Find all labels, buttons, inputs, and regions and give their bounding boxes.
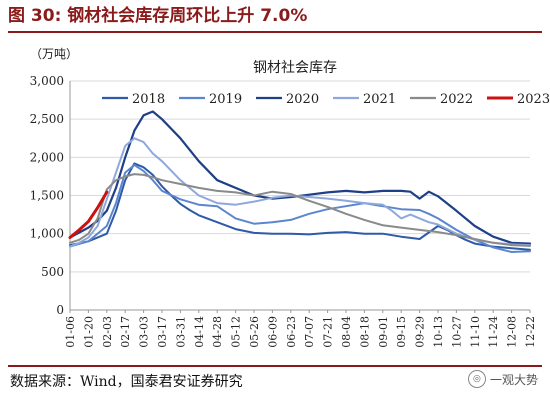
legend-label-2018: 2018 xyxy=(132,92,165,107)
y-tick-label: 3,000 xyxy=(30,74,64,88)
source-note: 数据来源：Wind，国泰君安证券研究 xyxy=(10,374,243,390)
series-line-2018 xyxy=(69,162,531,251)
y-tick-label: 1,000 xyxy=(30,227,64,241)
series-line-2023 xyxy=(68,190,109,239)
y-tick-label: 2,000 xyxy=(30,150,64,164)
legend-label-2021: 2021 xyxy=(363,92,396,107)
x-tick-label: 08-18 xyxy=(358,316,371,348)
x-tick-label: 03-17 xyxy=(156,316,169,348)
x-tick-label: 01-06 xyxy=(64,316,77,348)
chart-title: 钢材社会库存 xyxy=(253,60,337,76)
series-line-2022 xyxy=(69,173,531,247)
x-tick-label: 08-04 xyxy=(340,316,353,348)
wechat-icon: ◎ xyxy=(467,370,486,388)
legend: 2018 2019 2020 2021 2022 2023 xyxy=(102,92,550,107)
legend-label-2019: 2019 xyxy=(209,92,242,107)
x-tick-label: 12-22 xyxy=(524,316,537,348)
title-rule xyxy=(8,31,542,33)
x-tick-label: 09-01 xyxy=(377,316,390,348)
figure-title: 图 30: 钢材社会库存周环比上升 7.0% xyxy=(8,6,308,26)
series-layer xyxy=(68,110,532,253)
y-tick-label: 500 xyxy=(41,265,64,279)
legend-label-2020: 2020 xyxy=(286,92,319,107)
x-tick-label: 05-26 xyxy=(248,316,261,348)
series-line-2021 xyxy=(69,137,531,248)
x-tick-label: 02-03 xyxy=(101,316,114,348)
x-tick-label: 06-23 xyxy=(285,316,298,348)
x-tick-label: 02-17 xyxy=(119,316,132,348)
legend-label-2023: 2023 xyxy=(517,92,550,107)
bottom-rule xyxy=(8,365,542,367)
series-line-2019 xyxy=(69,164,531,253)
y-tick-label: 1,500 xyxy=(30,189,64,203)
x-tick-label: 11-24 xyxy=(487,316,500,348)
x-tick-label: 10-13 xyxy=(432,316,445,348)
y-tick-label: 0 xyxy=(56,303,64,317)
x-tick-label: 03-03 xyxy=(138,316,151,348)
x-tick-label: 10-27 xyxy=(450,316,463,348)
x-tick-label: 03-31 xyxy=(174,316,187,348)
x-tick-label: 09-15 xyxy=(395,316,408,348)
x-tick-label: 09-29 xyxy=(414,316,427,348)
axis-layer: 0 500 1,000 1,500 2,000 2,500 3,000 01-06 01-20 0… xyxy=(30,74,537,348)
x-tick-label: 01-20 xyxy=(82,316,95,348)
x-tick-label: 07-07 xyxy=(303,316,316,348)
legend-label-2022: 2022 xyxy=(440,92,473,107)
x-tick-label: 12-08 xyxy=(506,316,519,348)
series-line-2020 xyxy=(68,110,532,245)
chart: 0 500 1,000 1,500 2,000 2,500 3,000 01-06 01-20 0… xyxy=(30,47,550,348)
y-tick-label: 2,500 xyxy=(30,112,64,126)
x-tick-label: 04-28 xyxy=(211,316,224,348)
x-tick-label: 11-10 xyxy=(469,316,482,348)
x-tick-label: 05-12 xyxy=(230,316,243,348)
watermark-text: 一观大势 xyxy=(489,372,538,387)
watermark: ◎ 一观大势 xyxy=(467,370,538,388)
y-unit-label: （万吨） xyxy=(30,47,78,61)
x-tick-label: 06-09 xyxy=(266,316,279,348)
x-tick-label: 04-14 xyxy=(193,316,206,348)
x-tick-label: 07-21 xyxy=(322,316,335,348)
